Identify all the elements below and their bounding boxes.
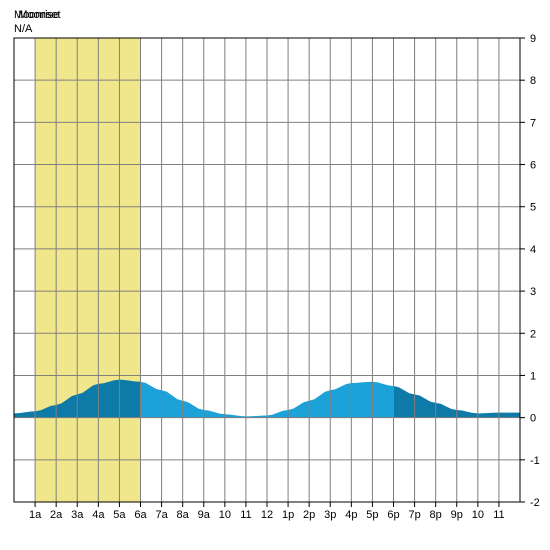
x-tick-label: 6a <box>134 509 147 521</box>
x-tick-label: 10 <box>219 509 231 521</box>
x-tick-label: 1p <box>282 509 294 521</box>
x-tick-label: 2p <box>303 509 315 521</box>
x-tick-label: 5a <box>113 509 126 521</box>
x-tick-label: 11 <box>240 509 251 521</box>
y-tick-label: 6 <box>530 160 536 172</box>
x-tick-label: 7a <box>155 509 168 521</box>
x-tick-label: 11 <box>493 509 504 521</box>
x-tick-label: 4a <box>92 509 105 521</box>
x-tick-label: 8a <box>177 509 190 521</box>
x-tick-label: 12 <box>261 509 273 521</box>
y-tick-label: 1 <box>530 370 536 382</box>
x-tick-label: 3a <box>71 509 84 521</box>
x-tick-label: 7p <box>408 509 420 521</box>
y-tick-label: 8 <box>530 75 536 87</box>
y-tick-label: 2 <box>530 328 536 340</box>
x-tick-label: 6p <box>387 509 399 521</box>
x-tick-label: 9p <box>451 509 463 521</box>
moon-time-na: N/A <box>14 23 32 35</box>
y-tick-label: 5 <box>530 202 536 214</box>
moonset-label: Moonset <box>18 9 60 21</box>
y-tick-label: -1 <box>530 455 540 467</box>
x-tick-label: 2a <box>50 509 63 521</box>
chart-svg: -2-101234567891a2a3a4a5a6a7a8a9a1011121p… <box>0 0 550 550</box>
x-tick-label: 1a <box>29 509 42 521</box>
x-tick-label: 10 <box>472 509 484 521</box>
x-tick-label: 3p <box>324 509 336 521</box>
y-tick-label: 7 <box>530 117 536 129</box>
tide-chart: Moonrise Moonset N/A -2-101234567891a2a3… <box>0 0 550 550</box>
night-band <box>35 38 140 502</box>
x-tick-label: 8p <box>430 509 442 521</box>
y-tick-label: -2 <box>530 497 540 509</box>
x-tick-label: 5p <box>366 509 378 521</box>
y-tick-label: 3 <box>530 286 536 298</box>
y-tick-label: 0 <box>530 413 536 425</box>
x-tick-label: 9a <box>198 509 211 521</box>
x-tick-label: 4p <box>345 509 357 521</box>
y-tick-label: 4 <box>530 244 536 256</box>
y-tick-label: 9 <box>530 33 536 45</box>
header-block: Moonrise Moonset N/A <box>14 8 105 36</box>
